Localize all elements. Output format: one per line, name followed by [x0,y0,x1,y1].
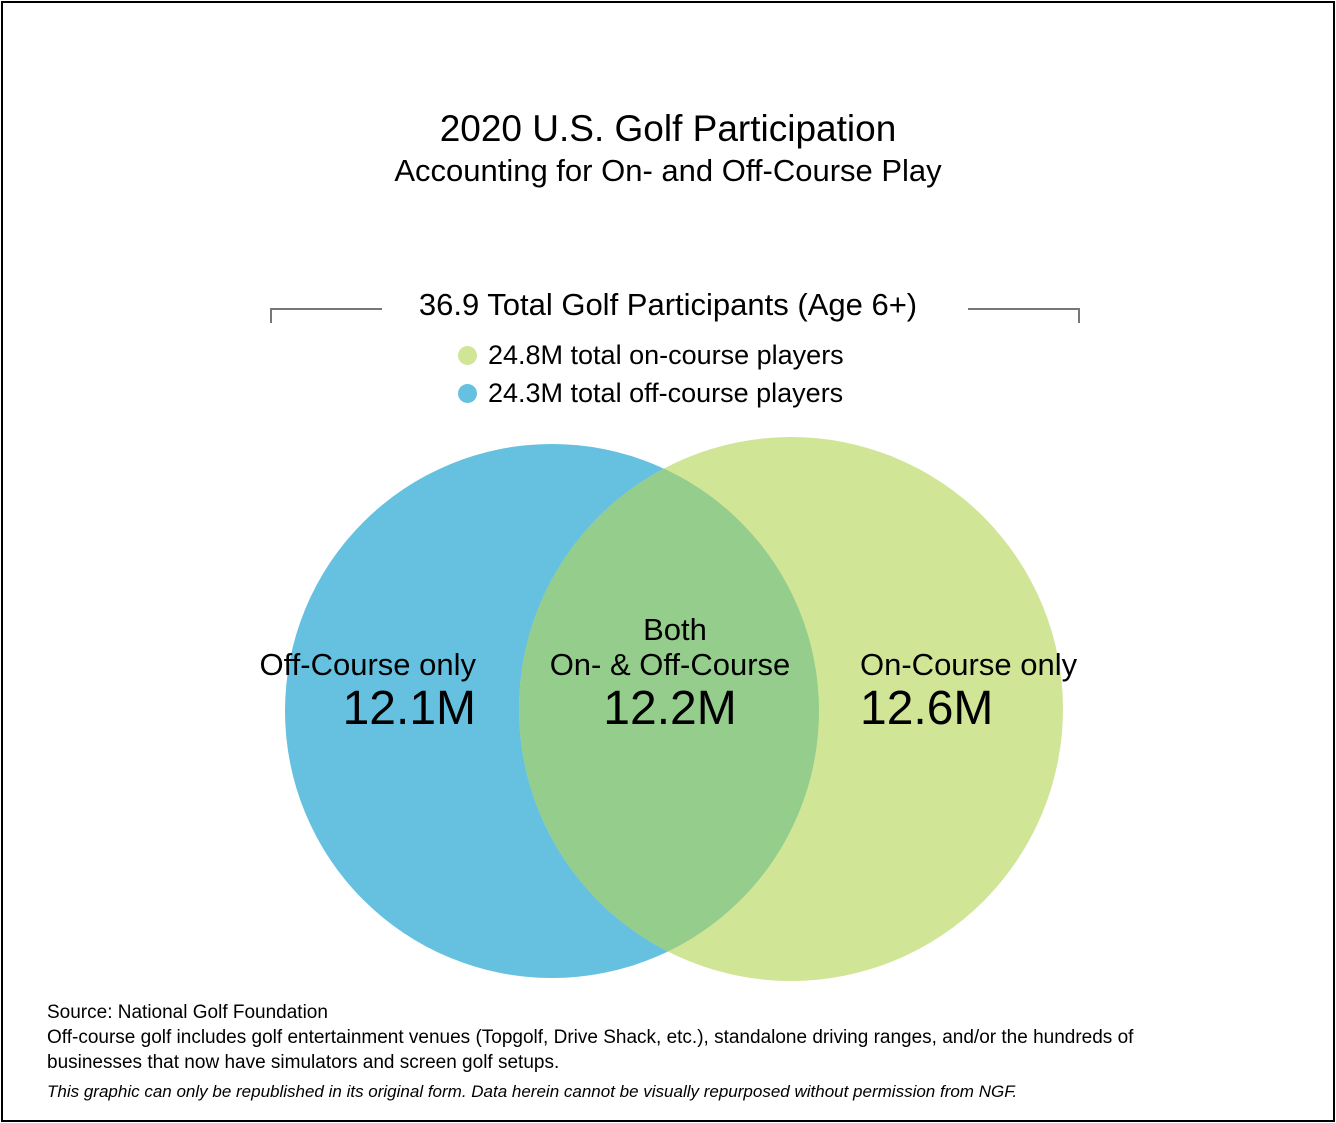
total-bracket-right [968,308,1080,323]
total-participants-label: 36.9 Total Golf Participants (Age 6+) [418,287,918,322]
legend-dot-blue [458,384,477,403]
chart-subtitle: Accounting for On- and Off-Course Play [394,153,942,188]
legend-item-on-course: 24.8M total on-course players [458,340,844,371]
footnote-line1: Off-course golf includes golf entertainm… [47,1027,1134,1048]
both-label-line2: On- & Off-Course [549,647,791,682]
both-label-line1: Both [643,612,707,647]
legend-item-off-course: 24.3M total off-course players [458,378,843,409]
off-only-label: Off-Course only [259,647,476,682]
total-bracket-left [270,308,382,323]
legend-label: 24.8M total on-course players [488,340,844,370]
footnote-line2: businesses that now have simulators and … [47,1052,560,1073]
overlap-region [519,444,819,978]
source-note: Source: National Golf Foundation [47,1002,328,1023]
off-only-value: 12.1M [342,682,476,735]
on-only-label: On-Course only [860,647,1078,682]
both-value: 12.2M [603,682,737,735]
chart-title: 2020 U.S. Golf Participation [439,108,897,149]
legend-dot-green [458,346,477,365]
disclaimer: This graphic can only be republished in … [47,1082,1018,1101]
legend-label: 24.3M total off-course players [488,378,844,408]
on-only-value: 12.6M [860,682,994,735]
